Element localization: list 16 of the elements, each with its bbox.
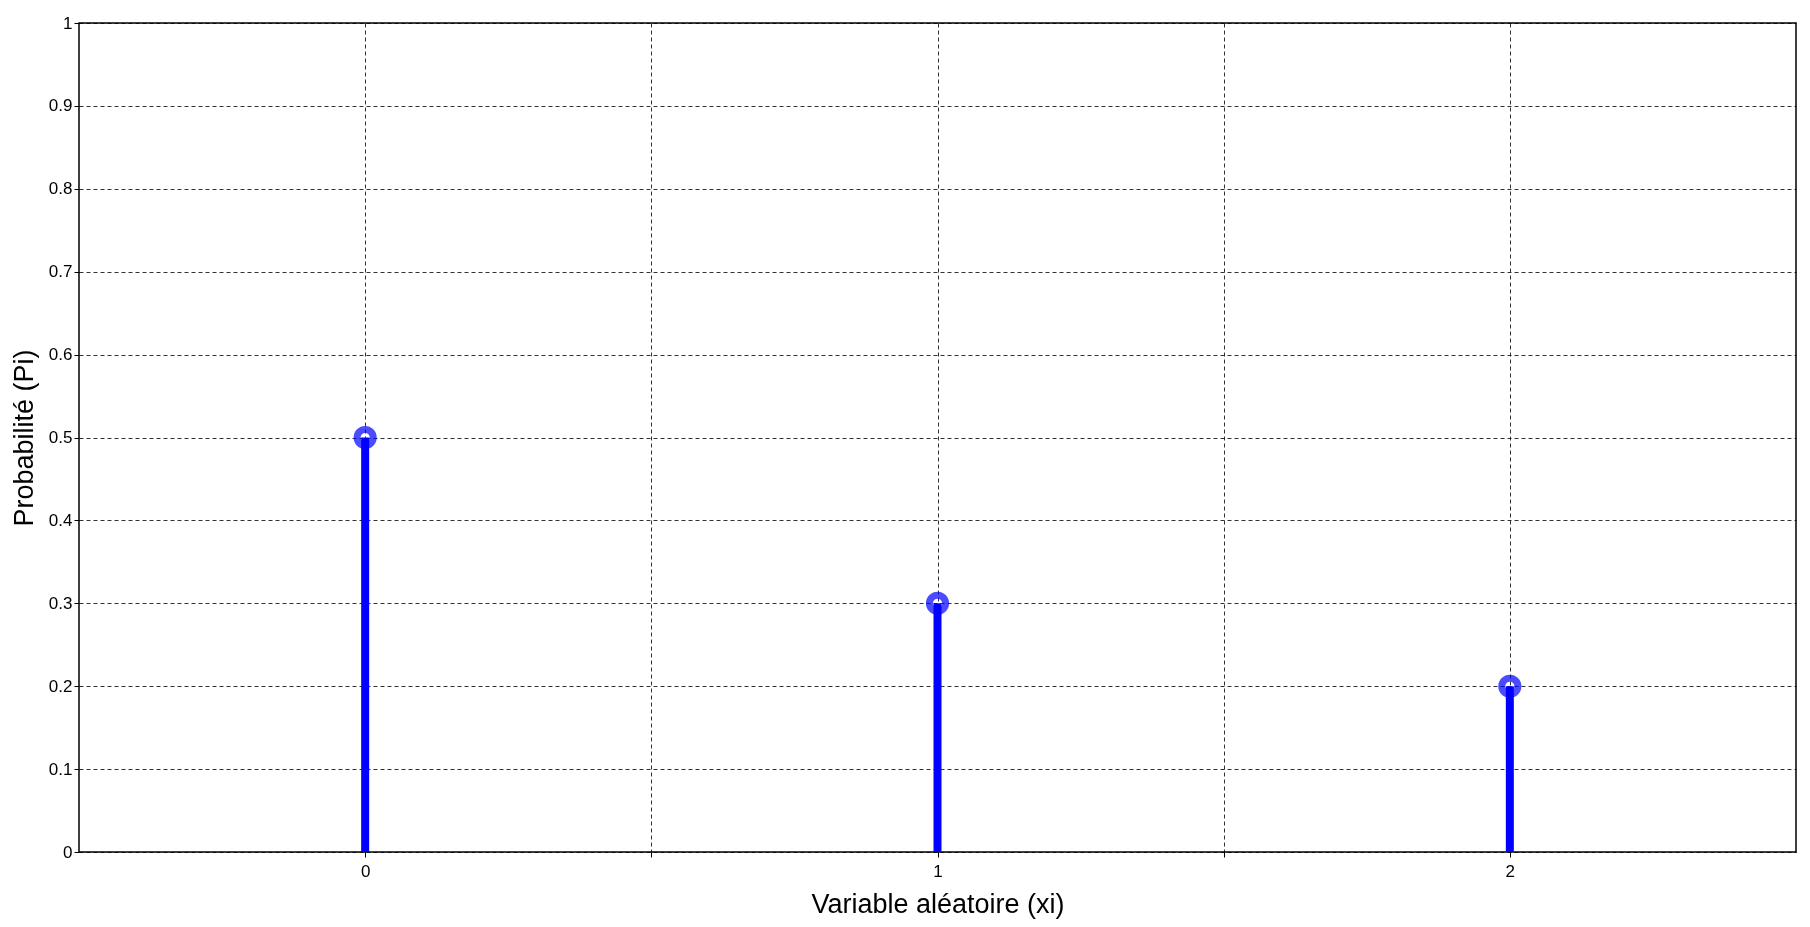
y-tick-label: 0.3	[48, 593, 73, 613]
y-tick-label: 0.9	[48, 96, 73, 116]
y-tick-label: 0.8	[48, 179, 73, 199]
y-tick-label: 0.4	[48, 510, 73, 530]
x-tick-label: 1	[933, 861, 943, 881]
x-axis-title: Variable aléatoire (xi)	[811, 888, 1065, 919]
y-axis-title: Probabilité (Pi)	[8, 349, 39, 527]
y-tick-label: 1	[63, 13, 73, 33]
y-tick-label: 0.1	[48, 759, 73, 779]
y-tick-label: 0.5	[48, 428, 73, 447]
x-tick-label: 2	[1505, 861, 1516, 881]
y-tick-label: 0	[63, 842, 73, 862]
y-tick-label: 0.7	[48, 262, 73, 282]
x-tick-label: 0	[360, 861, 371, 881]
y-tick-label: 0.6	[48, 345, 73, 365]
y-tick-label: 0.2	[48, 676, 73, 696]
